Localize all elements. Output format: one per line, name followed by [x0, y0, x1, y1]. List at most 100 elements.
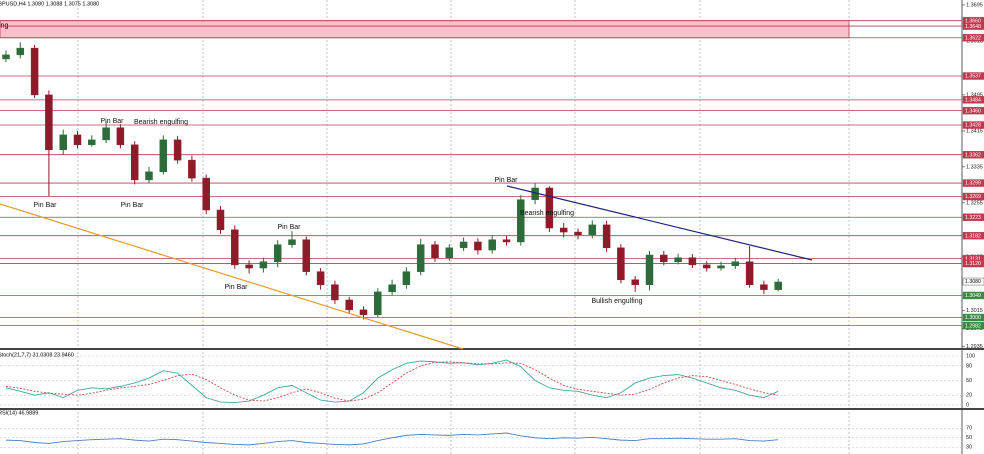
- level-badge: [962, 259, 984, 268]
- level-badge: [962, 277, 984, 286]
- candle-body: [145, 171, 153, 181]
- candle-body: [302, 239, 311, 272]
- y-tick-label: 0: [966, 402, 969, 408]
- level-label: 1.3460: [965, 108, 981, 114]
- candle-body: [288, 239, 296, 245]
- candle-body: [388, 284, 396, 293]
- pattern-annotation: Pin Bar: [495, 177, 519, 184]
- y-tick-label: 1.3255: [966, 200, 983, 206]
- level-badge: [962, 151, 984, 159]
- y-tick-label: 30: [966, 445, 972, 451]
- y-tick-label: 20: [966, 393, 972, 399]
- candle-body: [617, 247, 625, 280]
- level-badge: [962, 213, 984, 221]
- candle-body: [273, 244, 282, 262]
- level-label: 1.2982: [965, 323, 981, 329]
- level-label: 1.3049: [965, 293, 981, 299]
- candle-body: [545, 187, 554, 229]
- level-badge: [962, 34, 984, 42]
- candle-body: [88, 139, 96, 146]
- level-label: 1.3120: [965, 261, 981, 267]
- level-label: 1.3537: [965, 74, 981, 80]
- candle-body: [402, 271, 411, 285]
- level-badge: [962, 106, 984, 115]
- candle-body: [116, 127, 125, 146]
- y-tick-label: 1.3415: [966, 128, 983, 134]
- candle-body: [245, 264, 253, 269]
- y-tick-label: 1.3335: [966, 164, 983, 170]
- y-tick-label: 50: [966, 435, 972, 441]
- candle-body: [731, 261, 740, 267]
- candle-body: [59, 134, 67, 151]
- level-label: 1.3660: [965, 18, 981, 24]
- chart-title: GBPUSD,H4 1.3080 1.3088 1.3075 1.3080: [0, 1, 99, 7]
- trendline: [506, 185, 813, 261]
- candle-body: [702, 264, 711, 269]
- level-badge: [962, 313, 984, 322]
- candle-body: [73, 134, 82, 146]
- pattern-annotation: Bearish engulfing: [134, 119, 188, 126]
- candle-body: [331, 284, 339, 301]
- candle-body: [159, 139, 168, 173]
- level-badge: [962, 121, 984, 129]
- y-tick-label: 50: [966, 378, 972, 384]
- level-badge: [962, 321, 984, 330]
- level-label: 1.3131: [965, 256, 981, 262]
- candle-body: [231, 229, 239, 266]
- candle-body: [431, 244, 439, 258]
- pattern-annotation: Pin Bar: [278, 224, 302, 231]
- candle-body: [474, 241, 482, 251]
- candle-body: [588, 224, 597, 236]
- candle-body: [216, 209, 225, 231]
- candle-body: [602, 224, 611, 249]
- candle-body: [416, 244, 425, 272]
- candle-body: [660, 254, 668, 262]
- level-badge: [962, 96, 984, 104]
- y-tick-label: 1.2935: [966, 344, 983, 350]
- indicator-line: [5, 432, 779, 446]
- level-label: 1.3000: [965, 315, 981, 321]
- candle-body: [45, 94, 53, 151]
- level-label: 1.3362: [965, 152, 981, 158]
- pattern-annotation: Bullish engulfing: [592, 298, 643, 305]
- candle-body: [502, 239, 511, 243]
- candle-body: [445, 247, 454, 258]
- y-tick-label: 1.3495: [966, 92, 983, 98]
- candle-body: [16, 47, 25, 56]
- candle-body: [2, 54, 10, 60]
- level-label: 1.3080: [965, 279, 981, 285]
- candle-body: [173, 139, 182, 161]
- level-label: 1.3622: [965, 35, 981, 41]
- pattern-annotation: Bearish engulfing: [520, 210, 574, 217]
- panel-separator: [0, 408, 984, 410]
- candle-body: [359, 309, 368, 316]
- candle-body: [345, 299, 353, 311]
- candle-body: [645, 254, 654, 285]
- candle-body: [574, 231, 582, 236]
- candle-body: [488, 239, 496, 251]
- pattern-annotation: Pin Bar: [34, 202, 58, 209]
- level-badge: [962, 231, 984, 240]
- level-label: 1.3648: [965, 24, 981, 30]
- candle-body: [130, 144, 139, 181]
- level-label: 1.3182: [965, 233, 981, 239]
- y-tick-label: 80: [966, 363, 972, 369]
- level-label: 1.3269: [965, 194, 981, 200]
- candle-body: [316, 271, 325, 285]
- indicator-title: RSI(14) 46.9889: [0, 410, 38, 416]
- candle-body: [745, 261, 754, 285]
- trendline: [0, 203, 464, 350]
- candle-body: [760, 284, 768, 290]
- candle-body: [188, 159, 196, 179]
- indicator-line: [5, 361, 779, 402]
- y-tick-label: 1.3015: [966, 308, 983, 314]
- candle-body: [559, 227, 568, 233]
- candle-body: [259, 261, 268, 269]
- y-tick-label: 1.3695: [966, 2, 983, 8]
- indicator-line: [5, 359, 779, 404]
- level-badge: [962, 291, 984, 300]
- candle-body: [374, 291, 382, 316]
- level-label: 1.3223: [965, 215, 981, 221]
- level-label: 1.3299: [965, 181, 981, 187]
